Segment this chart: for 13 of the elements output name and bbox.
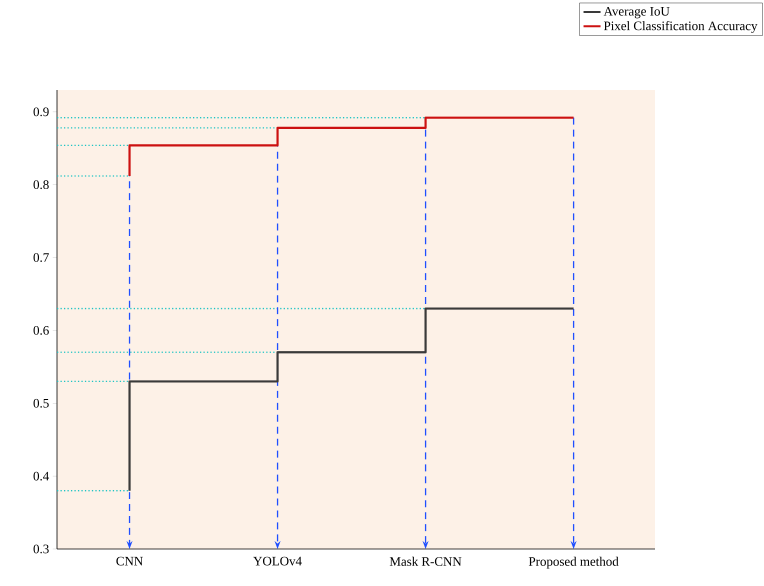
y-tick-label: 0.5 <box>34 398 49 408</box>
x-tick-label: YOLOv4 <box>253 556 302 566</box>
y-tick-label: 0.8 <box>34 180 49 190</box>
y-tick-label: 0.7 <box>34 253 49 262</box>
x-tick-label: Proposed method <box>528 556 619 568</box>
x-tick-label: CNN <box>116 556 143 566</box>
y-tick-label: 0.9 <box>34 107 49 116</box>
legend-label: Pixel Classification Accuracy <box>604 20 758 33</box>
legend-label: Average IoU <box>604 6 670 18</box>
y-tick-label: 0.3 <box>34 544 49 554</box>
x-tick-label: Mask R-CNN <box>390 556 462 566</box>
y-tick-label: 0.4 <box>34 472 50 481</box>
y-tick-label: 0.6 <box>34 326 49 335</box>
